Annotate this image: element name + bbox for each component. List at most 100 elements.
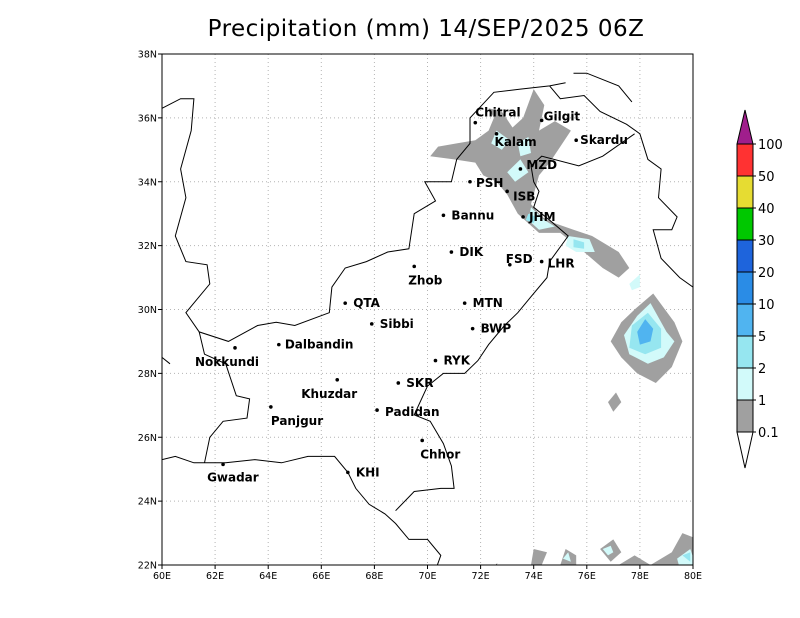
border-line xyxy=(204,455,498,565)
colorbar-segment xyxy=(736,207,754,241)
station-label: QTA xyxy=(353,296,380,310)
station-marker xyxy=(494,132,499,136)
station-marker xyxy=(277,342,281,347)
colorbar-label: 20 xyxy=(758,266,775,281)
x-tick-label: 62E xyxy=(206,571,224,582)
y-tick-label: 30N xyxy=(138,305,157,316)
colorbar-segment xyxy=(736,175,754,209)
colorbar-segment xyxy=(736,271,754,305)
precip-area xyxy=(525,213,537,224)
station-label: LHR xyxy=(548,257,575,271)
station-marker xyxy=(508,262,512,267)
station-label: SKR xyxy=(406,376,433,390)
axis-ticks: 60E 62E 64E 66E 68E 70E 72E 74E 76E 78E 80E 22N 24N 2… xyxy=(138,50,702,583)
precip-area xyxy=(430,89,630,278)
precip-area xyxy=(562,552,571,562)
border-line xyxy=(162,82,566,342)
x-tick-label: 68E xyxy=(365,571,383,582)
station-label: BWP xyxy=(481,322,512,336)
station-marker xyxy=(221,462,225,467)
colorbar-segment xyxy=(736,399,754,433)
precip-area xyxy=(507,159,529,182)
x-tick-label: 66E xyxy=(312,571,330,582)
colorbar-label: 1 xyxy=(758,394,766,409)
colorbar-label: 100 xyxy=(758,138,783,153)
colorbar: 0.1 1 2 5 10 20 30 40 50 100 xyxy=(736,109,783,469)
station-label: ISB xyxy=(513,189,535,203)
station-marker xyxy=(375,408,379,412)
station-label: Nokkundi xyxy=(195,355,259,369)
x-tick-label: 80E xyxy=(684,571,702,582)
station-marker xyxy=(269,405,273,409)
station-marker xyxy=(449,250,454,254)
station-label: Chitral xyxy=(475,106,520,120)
station-label: Sibbi xyxy=(380,317,414,331)
station-marker xyxy=(369,322,374,326)
colorbar-segment xyxy=(736,335,754,369)
station-label: Dalbandin xyxy=(285,338,354,352)
precip-area xyxy=(602,545,614,556)
border-line xyxy=(198,331,251,463)
colorbar-label: 40 xyxy=(758,202,775,217)
station-markers: Chitral Gilgit Kalam Skardu MZD PSH ISB JHM Bann… xyxy=(195,106,628,485)
country-borders xyxy=(162,72,693,565)
chart-title: Precipitation (mm) 14/SEP/2025 06Z xyxy=(207,16,645,42)
precip-area xyxy=(682,552,691,562)
x-tick-label: 74E xyxy=(525,571,543,582)
station-marker xyxy=(539,259,544,264)
station-label: PSH xyxy=(476,176,503,190)
station-label: Kalam xyxy=(495,135,537,149)
border-line xyxy=(395,133,635,512)
station-label: Padidan xyxy=(385,405,440,419)
station-marker xyxy=(574,138,578,143)
station-label: Skardu xyxy=(580,133,628,147)
station-marker xyxy=(343,301,347,305)
station-marker xyxy=(470,326,475,331)
station-marker xyxy=(433,358,438,363)
colorbar-bottom-arrow xyxy=(736,431,754,469)
station-label: JHM xyxy=(528,210,555,224)
colorbar-label: 5 xyxy=(758,330,766,345)
x-tick-label: 72E xyxy=(472,571,490,582)
station-marker xyxy=(462,301,467,305)
colorbar-segment xyxy=(736,367,754,401)
station-marker xyxy=(441,213,446,218)
colorbar-top-arrow xyxy=(736,109,754,145)
precip-area xyxy=(573,239,585,249)
gridlines xyxy=(162,54,693,565)
y-tick-label: 26N xyxy=(138,433,157,444)
y-tick-label: 38N xyxy=(138,50,157,61)
station-label: Khuzdar xyxy=(301,387,357,401)
precip-area xyxy=(629,274,640,291)
colorbar-segment xyxy=(736,239,754,273)
station-label: Gilgit xyxy=(544,109,581,123)
precipitation-field xyxy=(430,89,693,565)
x-tick-label: 64E xyxy=(259,571,277,582)
station-marker xyxy=(521,215,525,219)
station-label: FSD xyxy=(506,252,533,266)
station-label: MTN xyxy=(473,296,503,310)
border-line xyxy=(162,455,205,464)
y-tick-label: 24N xyxy=(138,497,157,508)
precip-area xyxy=(608,392,622,412)
border-line xyxy=(549,85,693,288)
station-label: Chhor xyxy=(420,447,460,461)
y-tick-label: 34N xyxy=(138,177,157,188)
station-label: DIK xyxy=(459,245,483,259)
station-label: MZD xyxy=(526,158,557,172)
colorbar-label: 10 xyxy=(758,298,775,313)
y-tick-label: 32N xyxy=(138,241,157,252)
y-tick-label: 28N xyxy=(138,369,157,380)
colorbar-label: 0.1 xyxy=(758,426,779,441)
y-tick-label: 22N xyxy=(138,561,157,572)
station-marker xyxy=(412,264,417,269)
precip-area xyxy=(531,549,547,565)
station-label: Zhob xyxy=(408,273,442,287)
precip-area xyxy=(637,319,654,345)
y-tick-label: 36N xyxy=(138,113,157,124)
station-marker xyxy=(539,118,544,123)
precip-area xyxy=(528,207,555,230)
border-line xyxy=(162,357,171,365)
precip-area xyxy=(618,533,693,565)
